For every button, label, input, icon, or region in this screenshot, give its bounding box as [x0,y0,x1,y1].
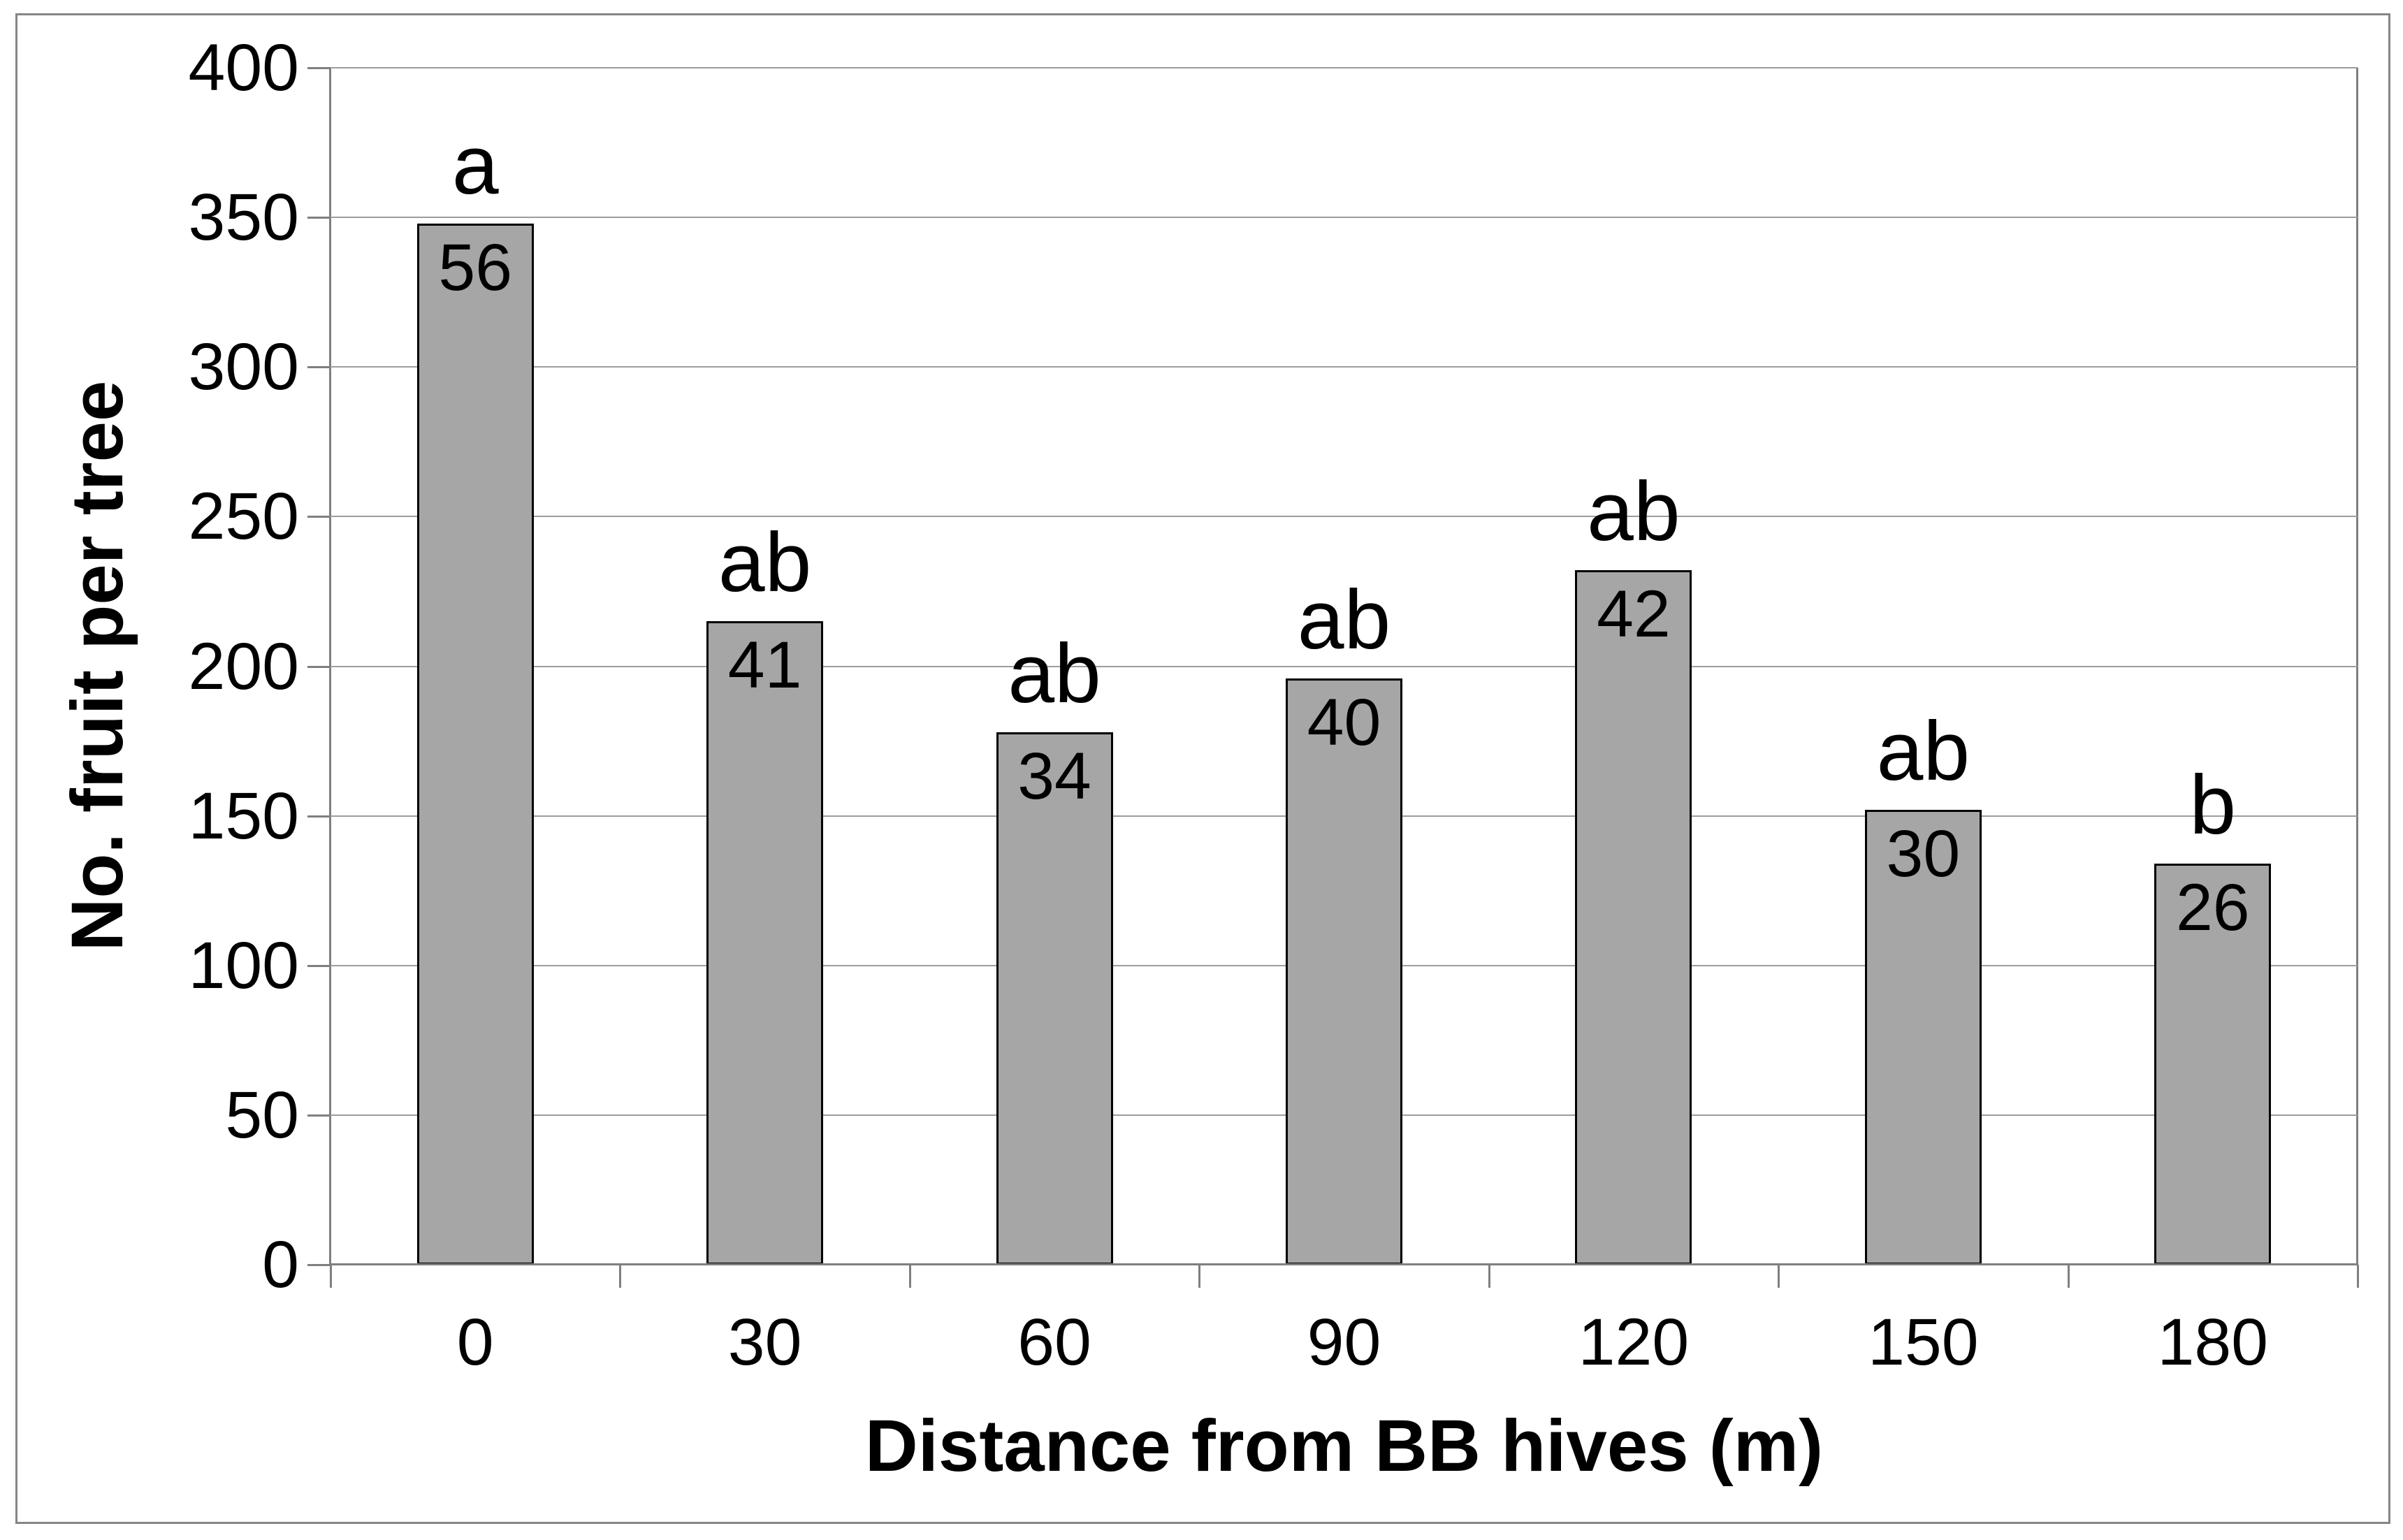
x-axis-tick-mark [2067,1265,2070,1288]
x-tick-label: 30 [727,1305,802,1379]
x-axis-tick-mark [619,1265,622,1288]
y-axis-tick-mark [307,67,331,69]
gridline-y-250 [331,516,2358,518]
bar [1575,570,1692,1265]
y-tick-label: 350 [188,180,299,255]
significance-letter: ab [1008,626,1101,720]
significance-letter: ab [1876,704,1970,799]
significance-letter: ab [1297,572,1391,667]
chart-border [15,13,2390,1524]
y-tick-label: 0 [262,1228,299,1302]
y-axis-tick-mark [307,1114,331,1117]
x-axis-tick-mark [908,1265,911,1288]
x-tick-label: 150 [1868,1305,1979,1379]
x-tick-label: 120 [1578,1305,1690,1379]
significance-letter: ab [1587,465,1680,559]
x-tick-label: 180 [2157,1305,2269,1379]
y-tick-label: 50 [225,1077,299,1152]
y-axis-tick-mark [307,1264,331,1266]
y-tick-label: 400 [188,31,299,105]
y-axis-tick-mark [307,516,331,518]
gridline-y-400 [331,67,2358,68]
x-tick-label: 60 [1017,1305,1091,1379]
x-axis-tick-mark [1778,1265,1780,1288]
bar [416,223,534,1265]
x-axis-tick-mark [1488,1265,1490,1288]
gridline-y-200 [331,665,2358,667]
gridline-y-350 [331,217,2358,219]
significance-letter: b [2189,758,2237,852]
significance-letter: ab [718,516,812,610]
x-tick-label: 0 [456,1305,494,1379]
bar [1864,810,1982,1265]
significance-letter: a [451,117,499,212]
bar-value-label: 40 [1307,685,1381,760]
y-axis-tick-mark [307,665,331,668]
x-axis-tick-mark [1198,1265,1201,1288]
y-axis-tick-mark [307,964,331,967]
x-axis-tick-mark [2357,1265,2359,1288]
y-tick-label: 100 [188,928,299,1003]
bar-value-label: 56 [438,230,513,305]
bar [2154,864,2272,1265]
y-tick-label: 250 [188,479,299,554]
x-axis-title: Distance from BB hives (m) [864,1405,1824,1487]
x-axis-tick-mark [330,1265,332,1288]
y-axis-tick-mark [307,217,331,219]
bar-value-label: 42 [1597,577,1671,652]
bar-value-label: 26 [2175,871,2250,945]
bar-value-label: 30 [1886,817,1961,892]
y-tick-label: 300 [188,330,299,405]
bar [996,732,1113,1265]
x-axis-line [331,1263,2358,1265]
bar-value-label: 34 [1017,739,1091,813]
y-axis-tick-mark [307,366,331,369]
y-axis-tick-mark [307,815,331,818]
plot-area: a 56 ab 41 ab 34 ab 40 ab 42 ab 30 b 26 [331,67,2358,1265]
bar [1286,678,1402,1265]
y-tick-label: 200 [188,629,299,704]
bar-value-label: 41 [727,628,802,703]
bar [706,621,824,1265]
x-tick-label: 90 [1307,1305,1381,1379]
y-tick-label: 150 [188,778,299,853]
gridline-y-300 [331,366,2358,368]
